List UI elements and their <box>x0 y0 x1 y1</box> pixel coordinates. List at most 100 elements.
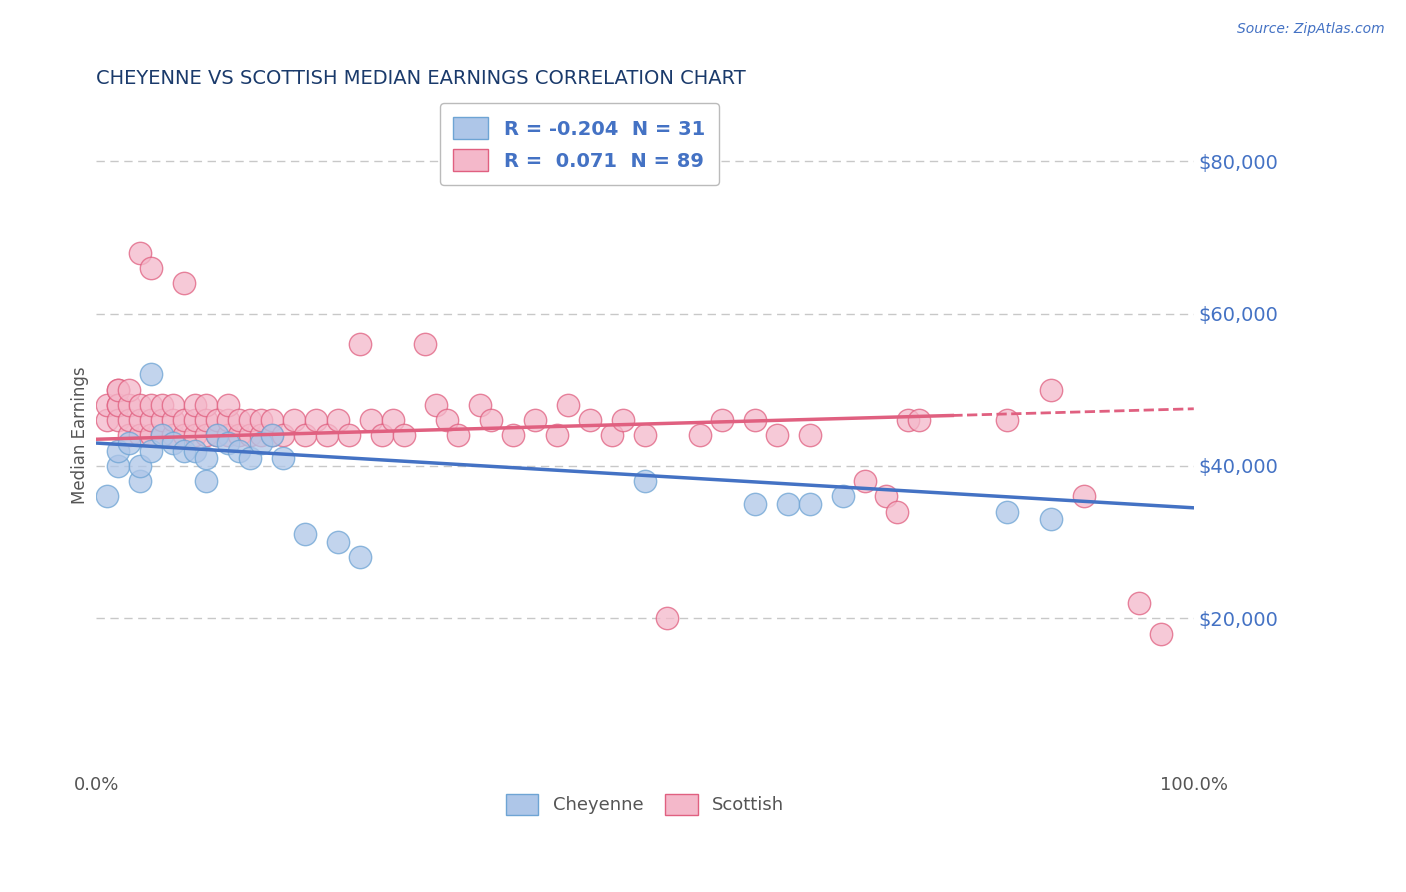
Point <box>139 428 162 442</box>
Point <box>162 413 184 427</box>
Point <box>139 443 162 458</box>
Point <box>184 428 207 442</box>
Point <box>250 428 273 442</box>
Point <box>886 505 908 519</box>
Point <box>447 428 470 442</box>
Point <box>260 428 283 442</box>
Point <box>260 413 283 427</box>
Legend: Cheyenne, Scottish: Cheyenne, Scottish <box>499 787 792 822</box>
Point <box>118 428 141 442</box>
Point <box>194 428 217 442</box>
Point <box>250 436 273 450</box>
Point <box>479 413 502 427</box>
Point <box>205 428 228 442</box>
Point <box>205 413 228 427</box>
Point <box>129 428 152 442</box>
Point <box>162 436 184 450</box>
Point <box>194 413 217 427</box>
Point <box>425 398 447 412</box>
Point <box>765 428 787 442</box>
Point <box>1073 489 1095 503</box>
Point <box>150 428 173 442</box>
Point <box>744 497 766 511</box>
Point <box>689 428 711 442</box>
Point <box>776 497 799 511</box>
Point <box>173 428 195 442</box>
Point <box>239 413 262 427</box>
Point <box>831 489 853 503</box>
Point <box>349 550 371 565</box>
Point <box>129 413 152 427</box>
Point <box>150 413 173 427</box>
Point <box>546 428 568 442</box>
Point <box>184 413 207 427</box>
Point <box>118 436 141 450</box>
Point <box>294 428 316 442</box>
Point <box>162 398 184 412</box>
Point <box>139 260 162 275</box>
Point <box>118 383 141 397</box>
Text: Source: ZipAtlas.com: Source: ZipAtlas.com <box>1237 22 1385 37</box>
Point <box>107 398 129 412</box>
Point <box>600 428 623 442</box>
Point <box>294 527 316 541</box>
Point <box>502 428 524 442</box>
Point <box>184 443 207 458</box>
Point <box>184 398 207 412</box>
Point <box>228 428 250 442</box>
Point <box>995 505 1018 519</box>
Point <box>908 413 931 427</box>
Point <box>875 489 897 503</box>
Point <box>194 474 217 488</box>
Point <box>194 451 217 466</box>
Point <box>271 428 294 442</box>
Point <box>217 428 239 442</box>
Point <box>326 535 349 549</box>
Point <box>381 413 404 427</box>
Point <box>349 337 371 351</box>
Point <box>655 611 678 625</box>
Point <box>107 398 129 412</box>
Point <box>150 428 173 442</box>
Point <box>360 413 382 427</box>
Point <box>96 413 118 427</box>
Y-axis label: Median Earnings: Median Earnings <box>72 367 89 504</box>
Point <box>118 398 141 412</box>
Point <box>557 398 579 412</box>
Point <box>579 413 602 427</box>
Point <box>897 413 920 427</box>
Point <box>217 398 239 412</box>
Text: CHEYENNE VS SCOTTISH MEDIAN EARNINGS CORRELATION CHART: CHEYENNE VS SCOTTISH MEDIAN EARNINGS COR… <box>96 69 747 87</box>
Point <box>205 428 228 442</box>
Point <box>239 451 262 466</box>
Point <box>315 428 337 442</box>
Point <box>139 413 162 427</box>
Point <box>710 413 733 427</box>
Point <box>524 413 547 427</box>
Point <box>107 458 129 473</box>
Point <box>217 436 239 450</box>
Point <box>634 474 657 488</box>
Point <box>470 398 492 412</box>
Point <box>612 413 634 427</box>
Point <box>326 413 349 427</box>
Point <box>415 337 437 351</box>
Point <box>1128 596 1150 610</box>
Point <box>853 474 876 488</box>
Point <box>173 413 195 427</box>
Point <box>228 413 250 427</box>
Point <box>139 368 162 382</box>
Point <box>194 398 217 412</box>
Point <box>1040 512 1063 526</box>
Point <box>271 451 294 466</box>
Point <box>96 398 118 412</box>
Point <box>150 398 173 412</box>
Point <box>173 443 195 458</box>
Point <box>392 428 415 442</box>
Point <box>129 398 152 412</box>
Point <box>799 497 821 511</box>
Point <box>96 489 118 503</box>
Point <box>217 413 239 427</box>
Point <box>118 413 141 427</box>
Point <box>634 428 657 442</box>
